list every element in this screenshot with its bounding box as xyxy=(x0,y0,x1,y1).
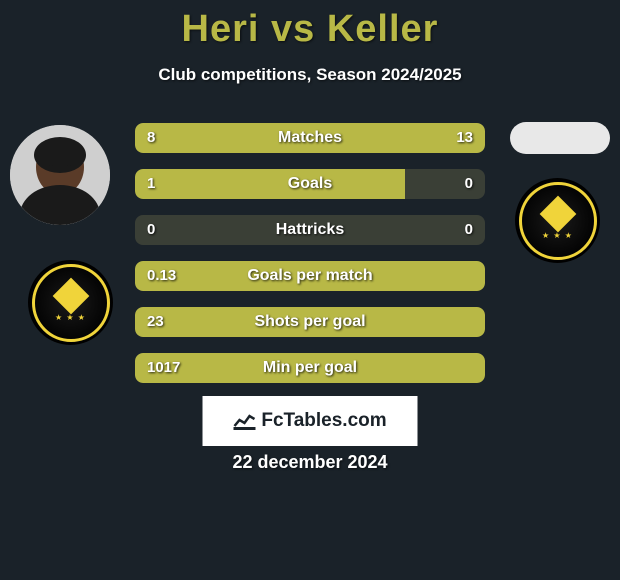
stat-bar-row: Hattricks0 0 xyxy=(135,215,485,245)
stat-value-left: 1017 xyxy=(147,353,180,383)
stat-label: Goals xyxy=(135,169,485,199)
stat-label: Goals per match xyxy=(135,261,485,291)
stat-value-left: 1 xyxy=(147,169,155,199)
date-text: 22 december 2024 xyxy=(0,452,620,473)
footer-brand-text: FcTables.com xyxy=(261,410,386,432)
stat-value-right: 0 xyxy=(465,169,473,199)
stat-bar-row: Goals per match0.13 xyxy=(135,261,485,291)
stat-value-left: 0 xyxy=(147,215,155,245)
stat-label: Matches xyxy=(135,123,485,153)
fctables-logo-icon xyxy=(233,412,255,430)
page-title: Heri vs Keller xyxy=(0,0,620,51)
stat-value-left: 8 xyxy=(147,123,155,153)
stat-bar-row: Shots per goal23 xyxy=(135,307,485,337)
stat-value-left: 0.13 xyxy=(147,261,176,291)
player1-face-icon xyxy=(10,125,110,225)
page-subtitle: Club competitions, Season 2024/2025 xyxy=(0,65,620,85)
player1-avatar xyxy=(10,125,110,225)
stat-value-right: 0 xyxy=(465,215,473,245)
stat-label: Min per goal xyxy=(135,353,485,383)
stat-bar-row: Matches8 13 xyxy=(135,123,485,153)
stat-value-right: 13 xyxy=(456,123,473,153)
player2-avatar xyxy=(510,122,610,154)
player1-club-badge: ★ ★ ★ xyxy=(28,260,113,345)
stat-bar-row: Min per goal1017 xyxy=(135,353,485,383)
stat-label: Shots per goal xyxy=(135,307,485,337)
stat-label: Hattricks xyxy=(135,215,485,245)
player2-club-badge: ★ ★ ★ xyxy=(515,178,600,263)
footer-brand: FcTables.com xyxy=(203,396,418,446)
stat-value-left: 23 xyxy=(147,307,164,337)
stats-bars: Matches813Goals10Hattricks00Goals per ma… xyxy=(135,123,485,399)
stat-bar-row: Goals1 0 xyxy=(135,169,485,199)
